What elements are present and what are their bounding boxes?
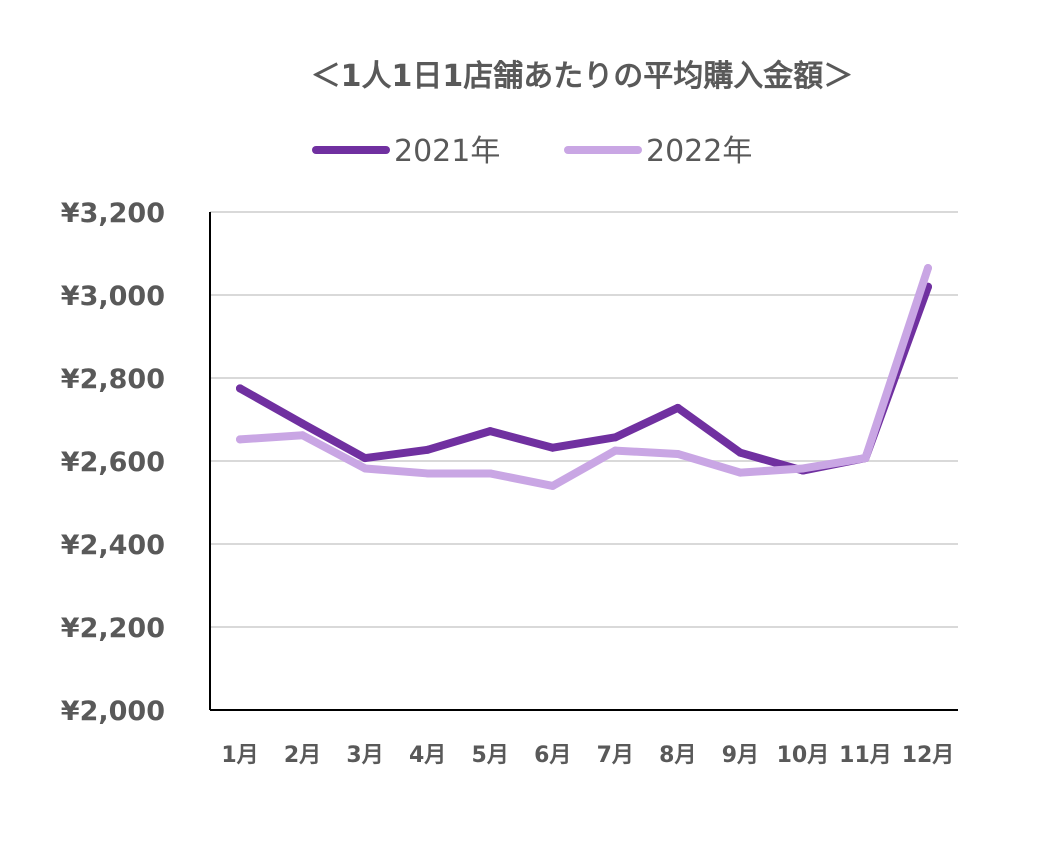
y-axis-tick-labels: ¥2,000 ¥2,200 ¥2,400 ¥2,600 ¥2,800 ¥3,000 ¥3,2… (61, 198, 165, 727)
y-tick-label: ¥2,200 (61, 613, 165, 644)
x-tick-label: 9月 (722, 743, 759, 768)
y-tick-label: ¥2,400 (61, 530, 165, 561)
series-lines (236, 264, 932, 490)
y-tick-label: ¥2,000 (61, 696, 165, 727)
gridlines (210, 211, 958, 628)
data-point (486, 427, 495, 436)
data-point (611, 433, 620, 442)
x-tick-label: 1月 (221, 743, 258, 768)
y-tick-label: ¥3,000 (61, 281, 165, 312)
data-point (736, 448, 745, 457)
x-tick-label: 7月 (597, 743, 634, 768)
legend: 2021年 2022年 (312, 134, 752, 169)
x-tick-label: 12月 (902, 743, 955, 768)
x-tick-label: 10月 (777, 743, 830, 768)
x-tick-label: 8月 (659, 743, 696, 768)
series-line-2 (236, 264, 932, 490)
x-tick-label: 11月 (839, 743, 892, 768)
data-point (361, 454, 370, 463)
axes (209, 212, 958, 711)
x-tick-label: 5月 (472, 743, 509, 768)
data-point (548, 443, 557, 452)
data-point (236, 384, 244, 393)
x-axis-tick-labels: 1月 2月 3月 4月 5月 6月 7月 8月 9月 10月 11月 12月 (221, 743, 954, 768)
y-tick-label: ¥2,600 (61, 447, 165, 478)
chart-title: ＜1人1日1店舗あたりの平均購入金額＞ (311, 59, 854, 94)
x-tick-label: 6月 (534, 743, 571, 768)
legend-label-2: 2022年 (646, 134, 752, 169)
y-tick-label: ¥2,800 (61, 364, 165, 395)
x-tick-label: 3月 (346, 743, 383, 768)
legend-label-1: 2021年 (394, 134, 500, 169)
y-tick-label: ¥3,200 (61, 198, 165, 229)
data-point (298, 419, 307, 428)
x-tick-label: 2月 (284, 743, 321, 768)
data-point (673, 403, 682, 412)
x-tick-label: 4月 (409, 743, 446, 768)
data-point (423, 445, 432, 454)
